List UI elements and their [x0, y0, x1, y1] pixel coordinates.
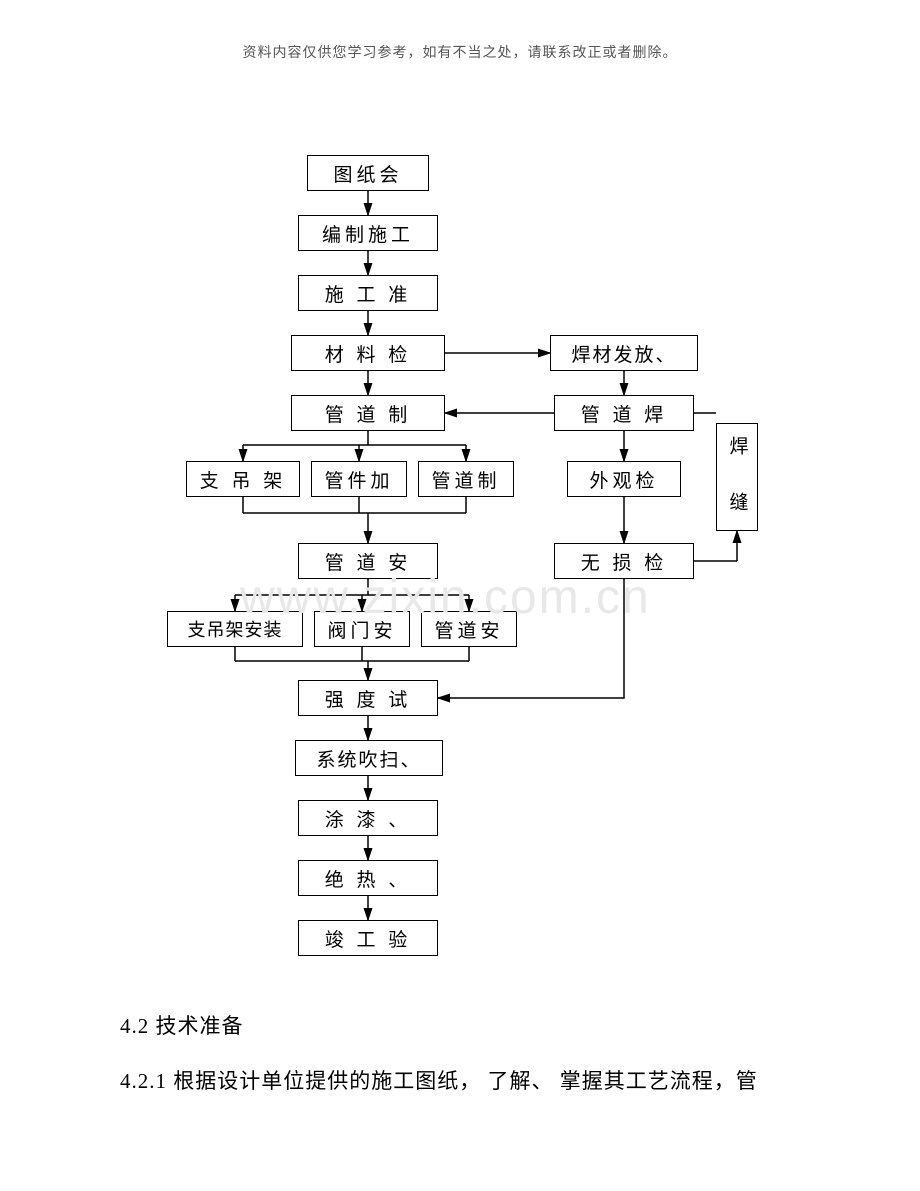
flow-node-n9: 管件加	[311, 461, 407, 497]
flow-node-n8: 支 吊 架	[186, 461, 300, 497]
flow-node-n7: 管 道 焊	[554, 395, 694, 431]
flow-node-n3: 施 工 准	[298, 275, 438, 311]
flow-node-n14: 无 损 检	[554, 543, 694, 579]
flow-node-n16: 阀门安	[314, 611, 410, 647]
flow-node-n2: 编制施工	[298, 215, 438, 251]
flow-node-n18: 强 度 试	[298, 680, 438, 716]
flow-node-n20: 涂 漆 、	[298, 800, 438, 836]
flow-node-n10: 管道制	[418, 461, 514, 497]
page: 资料内容仅供您学习参考，如有不当之处，请联系改正或者删除。 www.zixin.…	[0, 0, 920, 1191]
flow-node-n1: 图纸会	[307, 155, 429, 191]
flow-node-n19: 系统吹扫、	[295, 740, 443, 776]
flow-node-n4: 材 料 检	[291, 335, 445, 371]
flow-node-n21: 绝 热 、	[298, 860, 438, 896]
flow-node-n12: 焊 缝	[716, 423, 758, 531]
flow-node-n13: 管 道 安	[298, 543, 438, 579]
flow-node-n22: 竣 工 验	[298, 920, 438, 956]
flow-node-n6: 管 道 制	[291, 395, 445, 431]
flow-node-n5: 焊材发放、	[550, 335, 698, 371]
section-4-2-title: 4.2 技术准备	[120, 1010, 244, 1040]
flow-node-n17: 管道安	[421, 611, 517, 647]
header-note: 资料内容仅供您学习参考，如有不当之处，请联系改正或者删除。	[0, 42, 920, 62]
section-4-2-1-text: 4.2.1 根据设计单位提供的施工图纸， 了解、 掌握其工艺流程，管	[120, 1065, 820, 1095]
flow-node-n11: 外观检	[567, 461, 681, 497]
flow-node-n15: 支吊架安装	[167, 611, 303, 647]
